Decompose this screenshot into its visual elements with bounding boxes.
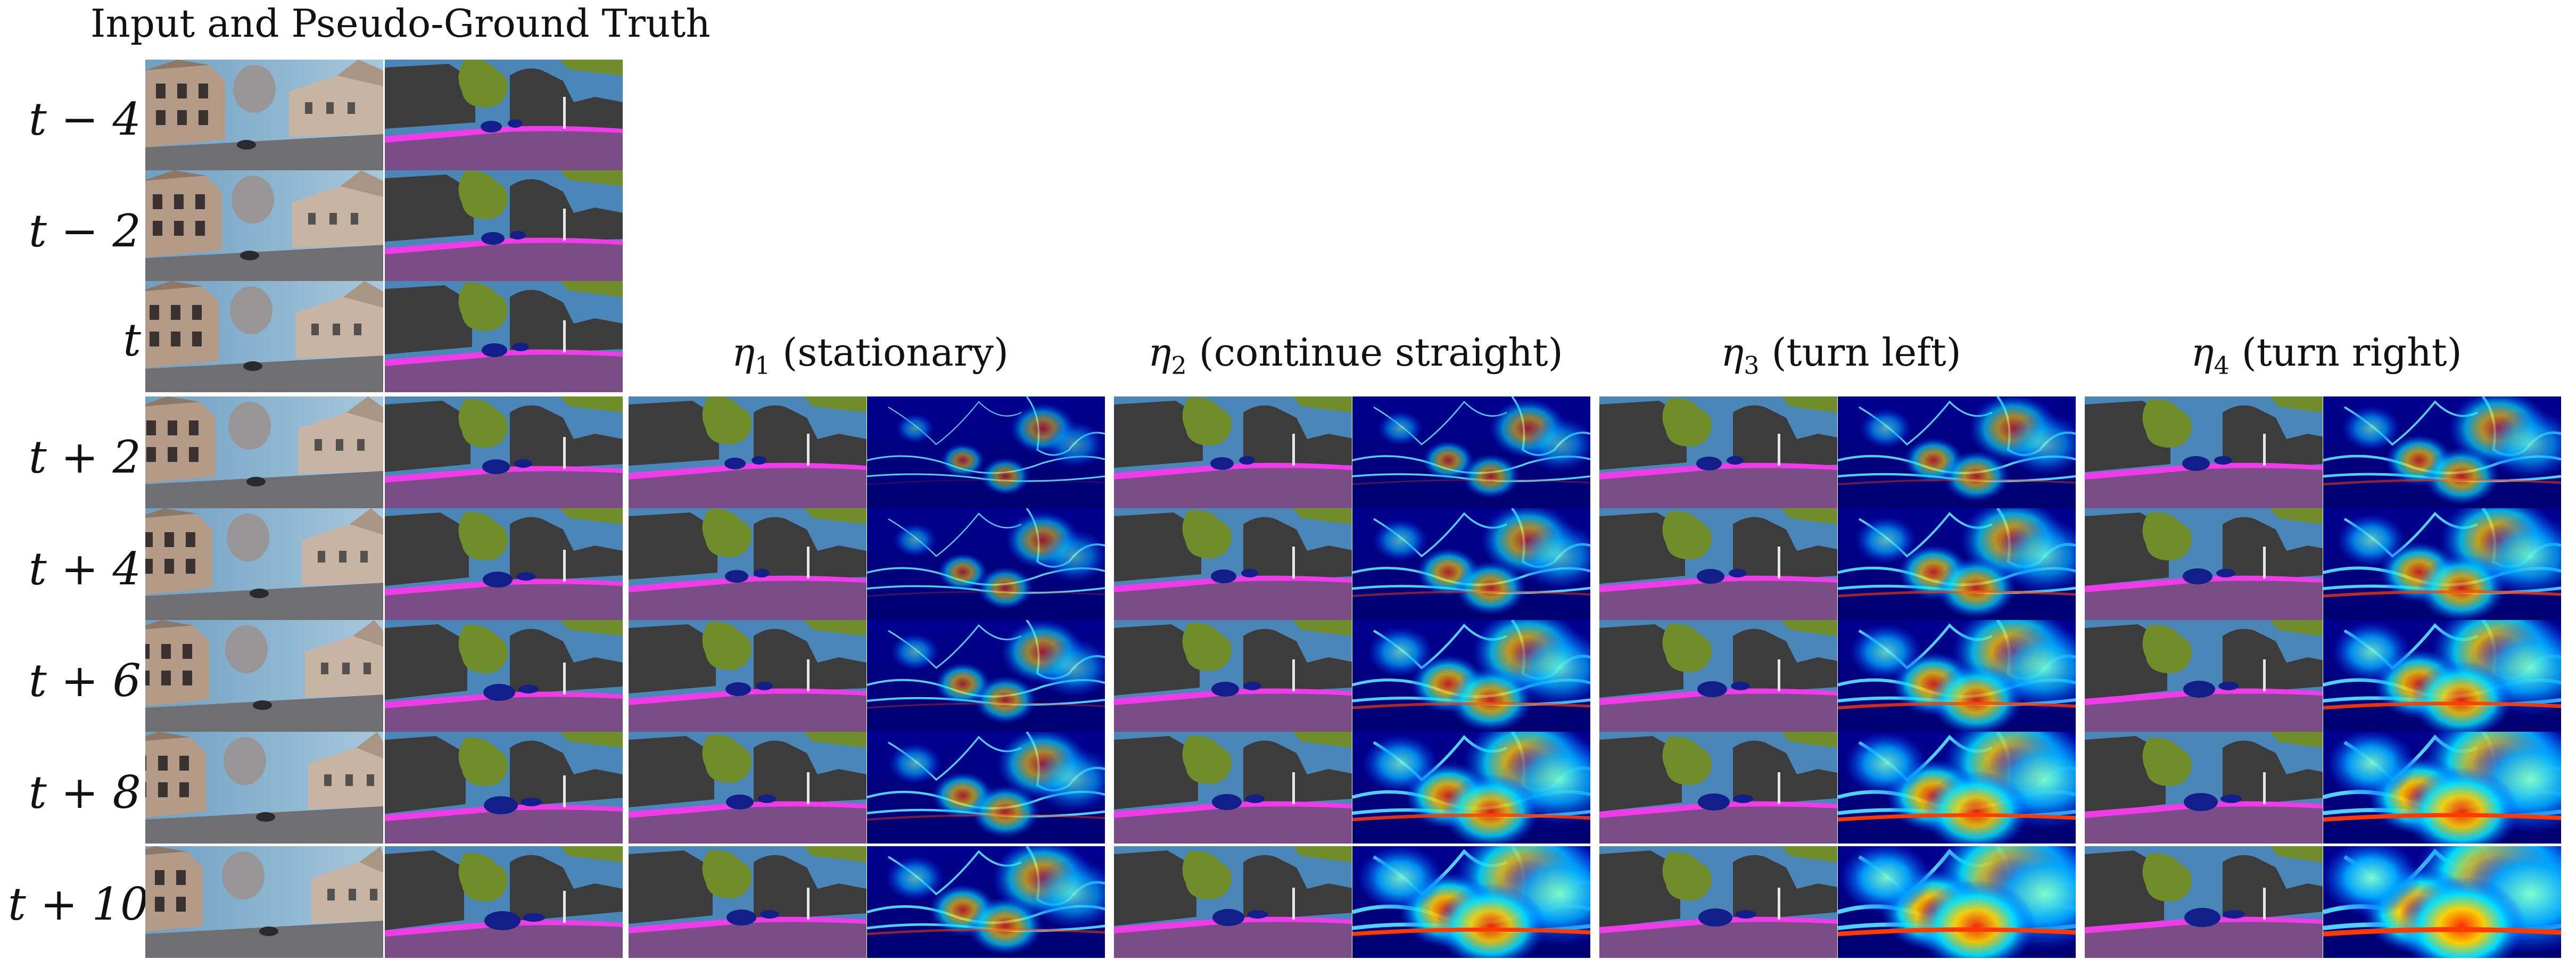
input-frame	[145, 508, 383, 620]
row-label-t: t	[123, 314, 141, 366]
column-separator-4	[2080, 396, 2085, 959]
input-frame	[145, 620, 383, 732]
predicted-segmentation	[1599, 396, 1837, 508]
pseudo-gt-segmentation	[385, 846, 623, 958]
row-label-t-minus-4: t − 4	[29, 93, 141, 145]
input-frame	[145, 396, 383, 508]
predicted-segmentation	[1599, 846, 1837, 958]
pseudo-gt-segmentation	[385, 60, 623, 171]
uncertainty-heatmap	[1352, 620, 1590, 732]
uncertainty-heatmap	[867, 732, 1105, 844]
predicted-segmentation	[2085, 396, 2323, 508]
uncertainty-heatmap	[867, 846, 1105, 958]
input-gt-title: Input and Pseudo-Ground Truth	[90, 1, 711, 46]
predicted-segmentation	[1114, 620, 1352, 732]
column-title-eta1: η1 (stationary)	[732, 330, 1009, 380]
row-label-t-plus-4: t + 4	[29, 543, 141, 595]
column-separator-1	[624, 396, 629, 959]
input-frame	[145, 846, 383, 958]
uncertainty-heatmap	[1352, 396, 1590, 508]
predicted-segmentation	[629, 846, 866, 958]
predicted-segmentation	[629, 620, 866, 732]
predicted-segmentation	[629, 508, 866, 620]
pseudo-gt-segmentation	[385, 620, 623, 732]
uncertainty-heatmap	[867, 396, 1105, 508]
predicted-segmentation	[1114, 732, 1352, 844]
predicted-segmentation	[1114, 508, 1352, 620]
uncertainty-heatmap	[1838, 396, 2076, 508]
predicted-segmentation	[1599, 732, 1837, 844]
pseudo-gt-segmentation	[385, 281, 623, 393]
uncertainty-heatmap	[867, 508, 1105, 620]
uncertainty-heatmap	[2323, 846, 2561, 958]
predicted-segmentation	[2085, 508, 2323, 620]
input-frame	[145, 60, 383, 171]
predicted-segmentation	[2085, 732, 2323, 844]
uncertainty-heatmap	[2323, 396, 2561, 508]
uncertainty-heatmap	[1838, 620, 2076, 732]
row-separator	[145, 392, 2565, 396]
column-separator-3	[1595, 396, 1599, 959]
predicted-segmentation	[1599, 620, 1837, 732]
input-frame	[145, 281, 383, 393]
predicted-segmentation	[629, 732, 866, 844]
uncertainty-heatmap	[1838, 732, 2076, 844]
predicted-segmentation	[1599, 508, 1837, 620]
column-title-eta2: η2 (continue straight)	[1148, 330, 1563, 380]
predicted-segmentation	[629, 396, 866, 508]
pseudo-gt-segmentation	[385, 732, 623, 844]
uncertainty-heatmap	[1838, 846, 2076, 958]
uncertainty-heatmap	[867, 620, 1105, 732]
row-label-t-plus-2: t + 2	[29, 431, 141, 483]
uncertainty-heatmap	[1838, 508, 2076, 620]
uncertainty-heatmap	[1352, 732, 1590, 844]
pseudo-gt-segmentation	[385, 396, 623, 508]
input-frame	[145, 170, 383, 282]
input-frame	[145, 732, 383, 844]
row-label-t-plus-10: t + 10	[8, 878, 149, 930]
uncertainty-heatmap	[2323, 620, 2561, 732]
row-label-t-minus-2: t − 2	[29, 205, 141, 257]
column-separator-2	[1110, 396, 1114, 959]
uncertainty-heatmap	[1352, 508, 1590, 620]
row-label-t-plus-8: t + 8	[29, 766, 141, 819]
uncertainty-heatmap	[1352, 846, 1590, 958]
predicted-segmentation	[2085, 620, 2323, 732]
uncertainty-heatmap	[2323, 508, 2561, 620]
uncertainty-heatmap	[2323, 732, 2561, 844]
pseudo-gt-segmentation	[385, 508, 623, 620]
predicted-segmentation	[2085, 846, 2323, 958]
column-title-eta3: η3 (turn left)	[1721, 330, 1961, 380]
predicted-segmentation	[1114, 396, 1352, 508]
pseudo-gt-segmentation	[385, 170, 623, 282]
row-label-t-plus-6: t + 6	[29, 655, 141, 707]
predicted-segmentation	[1114, 846, 1352, 958]
column-title-eta4: η4 (turn right)	[2191, 330, 2462, 380]
